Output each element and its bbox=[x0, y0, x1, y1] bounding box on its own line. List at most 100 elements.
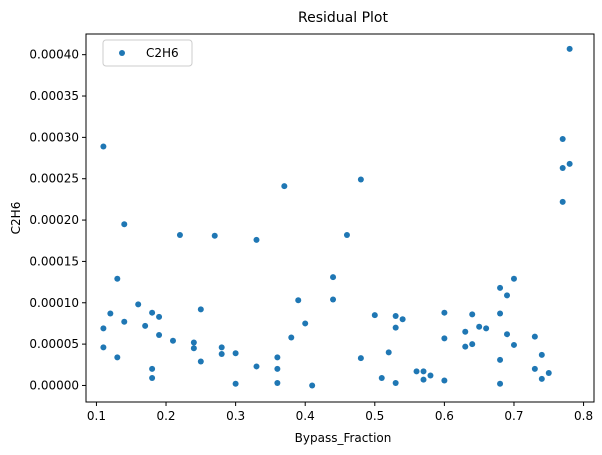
data-point bbox=[343, 231, 350, 238]
data-point bbox=[504, 292, 511, 299]
data-point bbox=[149, 309, 156, 316]
data-point bbox=[510, 341, 517, 348]
data-point bbox=[232, 380, 239, 387]
legend: C2H6 bbox=[102, 39, 193, 67]
data-point bbox=[531, 333, 538, 340]
x-tick-label: 0.6 bbox=[435, 409, 454, 423]
y-tick-label: 0.00005 bbox=[29, 337, 79, 351]
data-point bbox=[211, 232, 218, 239]
data-point bbox=[156, 313, 163, 320]
legend-marker bbox=[119, 50, 125, 56]
data-point bbox=[371, 312, 378, 319]
data-point bbox=[190, 345, 197, 352]
y-tick-label: 0.00040 bbox=[29, 48, 79, 62]
data-point bbox=[281, 183, 288, 190]
y-tick-label: 0.00025 bbox=[29, 172, 79, 186]
y-tick-label: 0.00000 bbox=[29, 378, 79, 392]
data-point bbox=[330, 296, 337, 303]
data-point bbox=[309, 382, 316, 389]
data-point bbox=[357, 176, 364, 183]
data-point bbox=[462, 328, 469, 335]
y-tick-label: 0.00015 bbox=[29, 254, 79, 268]
data-point bbox=[545, 370, 552, 377]
data-point bbox=[197, 306, 204, 313]
data-point bbox=[100, 143, 107, 150]
data-point bbox=[114, 354, 121, 361]
data-point bbox=[497, 284, 504, 291]
data-point bbox=[497, 310, 504, 317]
data-point bbox=[357, 355, 364, 362]
x-tick-label: 0.2 bbox=[156, 409, 175, 423]
data-point bbox=[399, 316, 406, 323]
data-point bbox=[149, 365, 156, 372]
data-point bbox=[559, 198, 566, 205]
legend-label: C2H6 bbox=[146, 46, 179, 60]
y-tick-label: 0.00035 bbox=[29, 89, 79, 103]
data-point bbox=[107, 310, 114, 317]
data-point bbox=[274, 365, 281, 372]
data-point bbox=[413, 368, 420, 375]
y-tick-label: 0.00030 bbox=[29, 130, 79, 144]
data-point bbox=[476, 323, 483, 330]
y-axis-label: C2H6 bbox=[9, 202, 23, 235]
data-point bbox=[392, 312, 399, 319]
data-point bbox=[497, 356, 504, 363]
data-point bbox=[149, 375, 156, 382]
data-point bbox=[469, 311, 476, 318]
data-point bbox=[330, 274, 337, 281]
data-point bbox=[566, 45, 573, 52]
x-tick-label: 0.1 bbox=[87, 409, 106, 423]
data-point bbox=[274, 379, 281, 386]
data-point bbox=[538, 375, 545, 382]
data-point bbox=[232, 350, 239, 357]
x-axis-label: Bypass_Fraction bbox=[295, 431, 392, 445]
data-point bbox=[190, 339, 197, 346]
x-tick-label: 0.4 bbox=[296, 409, 315, 423]
data-point bbox=[420, 368, 427, 375]
data-point bbox=[392, 379, 399, 386]
data-point bbox=[497, 380, 504, 387]
data-point bbox=[420, 376, 427, 383]
data-point bbox=[121, 221, 128, 228]
y-tick-label: 0.00010 bbox=[29, 296, 79, 310]
plot-frame bbox=[85, 33, 595, 403]
data-point bbox=[392, 324, 399, 331]
data-point bbox=[100, 325, 107, 332]
data-point bbox=[441, 335, 448, 342]
data-point bbox=[100, 344, 107, 351]
data-point bbox=[559, 136, 566, 143]
legend-box bbox=[102, 39, 193, 67]
x-tick-label: 0.3 bbox=[226, 409, 245, 423]
data-point bbox=[483, 325, 490, 332]
data-point bbox=[218, 351, 225, 358]
y-axis-ticks: 0.00000 0.00005 0.00010 0.00015 0.00020 0.000… bbox=[29, 48, 86, 392]
x-tick-label: 0.8 bbox=[574, 409, 593, 423]
data-point bbox=[531, 365, 538, 372]
y-tick-label: 0.00020 bbox=[29, 213, 79, 227]
data-point bbox=[385, 349, 392, 356]
data-point bbox=[462, 343, 469, 350]
data-point bbox=[218, 344, 225, 351]
data-point bbox=[302, 320, 309, 327]
data-points bbox=[100, 45, 573, 389]
data-point bbox=[566, 160, 573, 167]
data-point bbox=[510, 275, 517, 282]
data-point bbox=[253, 236, 260, 243]
data-point bbox=[504, 331, 511, 338]
x-tick-label: 0.5 bbox=[365, 409, 384, 423]
plot-area bbox=[85, 33, 595, 403]
chart-title: Residual Plot bbox=[298, 10, 388, 26]
data-point bbox=[378, 375, 385, 382]
data-point bbox=[114, 275, 121, 282]
data-point bbox=[142, 322, 149, 329]
data-point bbox=[469, 341, 476, 348]
data-point bbox=[441, 309, 448, 316]
data-point bbox=[253, 363, 260, 370]
data-point bbox=[121, 318, 128, 325]
data-point bbox=[559, 164, 566, 171]
data-point bbox=[197, 358, 204, 365]
data-point bbox=[295, 297, 302, 304]
data-point bbox=[288, 334, 295, 341]
x-axis-ticks: 0.1 0.2 0.3 0.4 0.5 0.6 0.7 0.8 bbox=[87, 402, 593, 423]
